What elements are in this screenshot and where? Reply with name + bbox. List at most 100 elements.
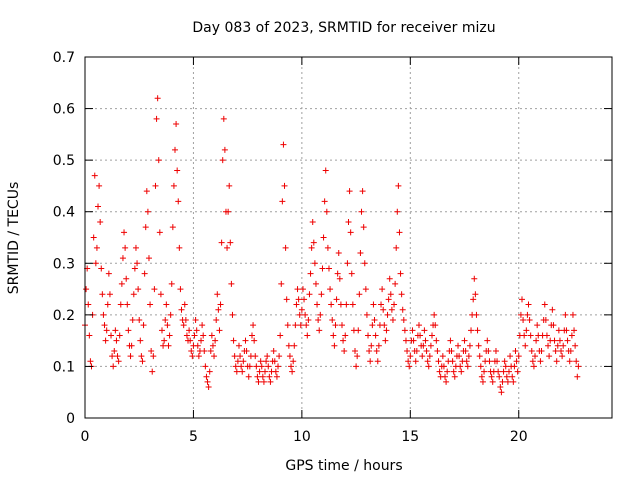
data-point — [346, 188, 353, 195]
data-point — [228, 280, 235, 287]
data-point — [230, 337, 237, 344]
data-point — [123, 275, 130, 282]
data-point — [360, 224, 367, 231]
data-point — [303, 322, 310, 329]
data-point — [337, 301, 344, 308]
data-point — [209, 342, 216, 349]
data-point — [224, 244, 231, 251]
data-point — [555, 327, 562, 334]
data-point — [530, 363, 537, 370]
data-point — [212, 337, 219, 344]
data-point — [256, 368, 263, 375]
data-point — [231, 353, 238, 360]
data-point — [142, 224, 149, 231]
data-point — [340, 337, 347, 344]
data-point — [400, 317, 407, 324]
data-point — [470, 296, 477, 303]
data-point — [243, 347, 250, 354]
data-point — [456, 353, 463, 360]
data-point — [367, 358, 374, 365]
data-point — [334, 270, 341, 277]
data-point — [258, 363, 265, 370]
data-point — [349, 301, 356, 308]
data-point — [365, 332, 372, 339]
data-point — [216, 327, 223, 334]
data-point — [464, 363, 471, 370]
data-point — [128, 342, 135, 349]
data-point — [110, 363, 117, 370]
data-point — [546, 353, 553, 360]
data-point — [397, 270, 404, 277]
data-point — [495, 368, 502, 375]
data-point — [381, 322, 388, 329]
data-point — [90, 234, 97, 241]
data-point — [296, 311, 303, 318]
data-point — [322, 167, 329, 174]
data-point — [545, 342, 552, 349]
data-point — [532, 353, 539, 360]
data-point — [549, 306, 556, 313]
data-point — [309, 219, 316, 226]
data-point — [436, 368, 443, 375]
data-point — [341, 347, 348, 354]
data-point — [573, 358, 580, 365]
data-point — [439, 353, 446, 360]
x-tick-label: 15 — [401, 429, 419, 445]
data-point — [214, 291, 221, 298]
data-point — [135, 286, 142, 293]
data-point — [273, 373, 280, 380]
data-point — [484, 337, 491, 344]
data-point — [310, 239, 317, 246]
data-point — [151, 286, 158, 293]
data-point — [366, 347, 373, 354]
x-tick-label: 10 — [293, 429, 311, 445]
data-point — [163, 301, 170, 308]
data-point — [488, 373, 495, 380]
data-point — [266, 373, 273, 380]
data-point — [226, 182, 233, 189]
data-point — [421, 327, 428, 334]
data-point — [248, 332, 255, 339]
data-point — [553, 358, 560, 365]
data-point — [304, 332, 311, 339]
data-point — [305, 317, 312, 324]
data-point — [291, 342, 298, 349]
data-point — [96, 182, 103, 189]
data-point — [451, 373, 458, 380]
data-point — [499, 378, 506, 385]
data-point — [362, 286, 369, 293]
data-point — [417, 332, 424, 339]
data-point — [127, 353, 134, 360]
data-point — [93, 244, 100, 251]
data-point — [102, 337, 109, 344]
data-point — [278, 280, 285, 287]
data-point — [354, 353, 361, 360]
data-point — [398, 291, 405, 298]
data-point — [121, 229, 128, 236]
data-point — [432, 322, 439, 329]
data-point — [167, 311, 174, 318]
data-point — [279, 198, 286, 205]
data-point — [160, 342, 167, 349]
data-point — [265, 363, 272, 370]
data-point — [427, 342, 434, 349]
data-point — [252, 353, 259, 360]
data-point — [474, 327, 481, 334]
data-point — [280, 141, 287, 148]
data-point — [415, 322, 422, 329]
data-point — [87, 358, 94, 365]
data-point — [396, 229, 403, 236]
data-point — [149, 368, 156, 375]
data-point — [264, 353, 271, 360]
data-point — [526, 317, 533, 324]
data-point — [137, 337, 144, 344]
data-point — [254, 373, 261, 380]
data-point — [343, 301, 350, 308]
data-point — [352, 347, 359, 354]
data-point — [372, 332, 379, 339]
data-point — [537, 358, 544, 365]
data-point — [325, 265, 332, 272]
data-point — [158, 327, 165, 334]
data-point — [466, 342, 473, 349]
data-point — [213, 317, 220, 324]
